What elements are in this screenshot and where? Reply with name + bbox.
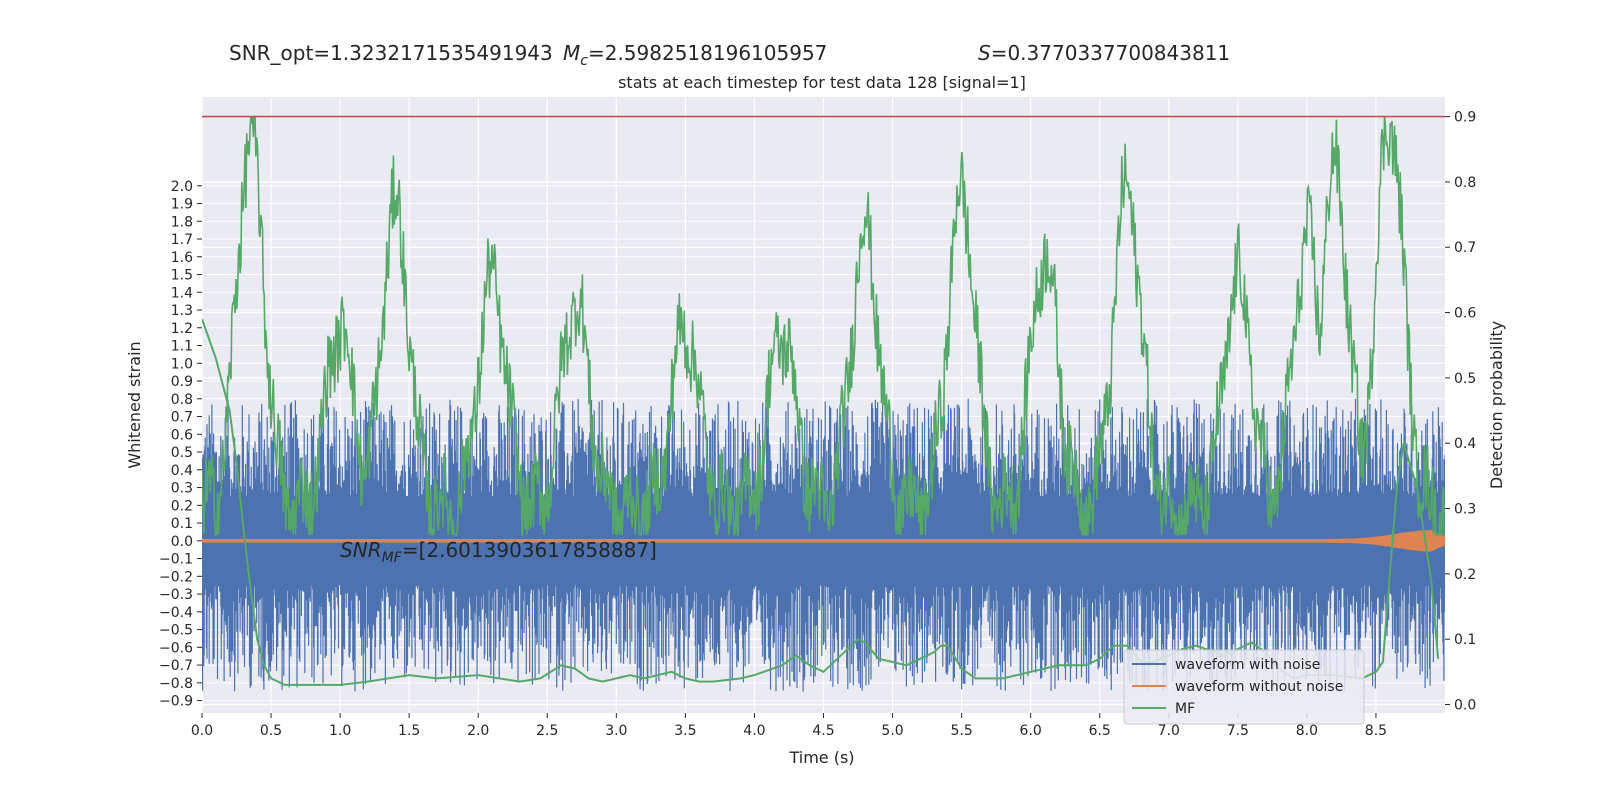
left-y-tick-label: 0.4 [171,463,193,479]
left-y-tick-label: 1.6 [171,250,193,266]
x-axis-label: Time (s) [788,748,854,767]
left-y-tick-label: 2.0 [171,179,193,195]
left-y-tick-label: 1.4 [171,285,193,301]
x-tick-label: 7.0 [1158,723,1180,739]
x-tick-label: 6.5 [1089,723,1111,739]
snr-mf-value: =[2.6013903617858887] [402,538,657,562]
left-y-tick-label: 1.9 [171,197,193,213]
left-y-tick-label: 0.7 [171,410,193,426]
left-y-tick-label: 1.5 [171,268,193,284]
x-tick-label: 2.0 [467,723,489,739]
left-y-tick-label: 0.1 [171,516,193,532]
right-y-tick-label: 0.3 [1454,502,1476,518]
right-y-tick-label: 0.1 [1454,632,1476,648]
right-y-tick-label: 0.2 [1454,567,1476,583]
right-y-tick-label: 0.5 [1454,371,1476,387]
left-y-tick-label: 1.3 [171,303,193,319]
right-y-tick-label: 0.4 [1454,436,1476,452]
x-tick-label: 7.5 [1227,723,1249,739]
left-y-tick-label: 1.7 [171,232,193,248]
detection-probability-line [202,115,1445,536]
right-y-axis-ticks: 0.9 0.8 0.7 0.6 0.5 0.4 0.3 0.2 0.1 0.0 [1445,110,1476,714]
left-y-tick-label: −0.3 [159,587,193,603]
left-y-tick-label: −0.5 [159,623,193,639]
right-y-axis-label: Detection probability [1487,321,1506,489]
left-y-tick-label: −0.1 [159,552,193,568]
left-y-axis-ticks: 2.0 1.91.8 1.7 1.6 1.51.4 1.3 1.2 1.11.0 0.9 0.8 0… [159,179,202,710]
spin-value: =0.3770337700843811 [991,41,1230,65]
left-y-tick-label: 1.1 [171,339,193,355]
waveform-with-noise-line [202,398,1445,692]
left-y-tick-label: −0.2 [159,569,193,585]
left-y-tick-label: −0.4 [159,605,193,621]
right-y-tick-label: 0.8 [1454,175,1476,191]
left-y-axis-label: Whitened strain [125,341,144,468]
snr-mf-prefix: SNR [340,538,382,562]
x-tick-label: 0.0 [191,723,213,739]
x-tick-label: 5.5 [950,723,972,739]
left-y-tick-label: 0.2 [171,498,193,514]
x-tick-label: 0.5 [260,723,282,739]
snr-opt-label: SNR_opt=1.3232171535491943 [229,41,553,65]
legend-label-noise: waveform with noise [1175,657,1320,673]
left-y-tick-label: 1.8 [171,214,193,230]
x-tick-label: 1.0 [329,723,351,739]
left-y-tick-label: 1.2 [171,321,193,337]
left-y-tick-label: −0.6 [159,640,193,656]
left-y-tick-label: −0.7 [159,658,193,674]
left-y-tick-label: 0.5 [171,445,193,461]
left-y-tick-label: 0.3 [171,481,193,497]
chirp-mass-symbol: M [563,41,580,65]
left-y-tick-label: 0.8 [171,392,193,408]
x-tick-label: 6.0 [1020,723,1042,739]
spin-label: S=0.3770337700843811 [978,41,1230,65]
x-tick-label: 3.5 [674,723,696,739]
x-tick-label: 2.5 [536,723,558,739]
legend-label-clean: waveform without noise [1175,679,1343,695]
snr-mf-annotation: SNRMF=[2.6013903617858887] [340,538,657,566]
right-y-tick-label: 0.0 [1454,698,1476,714]
x-tick-label: 3.0 [605,723,627,739]
x-tick-label: 8.5 [1365,723,1387,739]
legend-label-mf: MF [1175,701,1195,717]
spin-symbol: S [978,41,991,65]
chart-title: stats at each timestep for test data 128… [618,73,1026,92]
x-tick-label: 5.0 [881,723,903,739]
chirp-mass-value: =2.5982518196105957 [588,41,827,65]
left-y-tick-label: −0.8 [159,676,193,692]
waveform-without-noise-line [202,530,1445,552]
chirp-mass-label: Mc=2.5982518196105957 [563,41,827,69]
x-axis-ticks: 0.0 0.5 1.0 1.5 2.0 2.5 3.0 3.5 4.0 4.5 5.0 5.5 6.0 6… [191,713,1387,739]
left-y-tick-label: 0.0 [171,534,193,550]
x-tick-label: 1.5 [398,723,420,739]
x-tick-label: 4.0 [743,723,765,739]
left-y-tick-label: −0.9 [159,694,193,710]
right-y-tick-label: 0.7 [1454,240,1476,256]
right-y-tick-label: 0.9 [1454,110,1476,126]
x-tick-label: 4.5 [812,723,834,739]
snr-mf-subscript: MF [382,550,403,566]
right-y-tick-label: 0.6 [1454,306,1476,322]
left-y-tick-label: 0.6 [171,427,193,443]
legend: waveform with noise waveform without noi… [1123,649,1365,725]
chirp-mass-subscript: c [580,53,588,69]
left-y-tick-label: 0.9 [171,374,193,390]
x-tick-label: 8.0 [1296,723,1318,739]
left-y-tick-label: 1.0 [171,356,193,372]
legend-box [1123,649,1365,725]
